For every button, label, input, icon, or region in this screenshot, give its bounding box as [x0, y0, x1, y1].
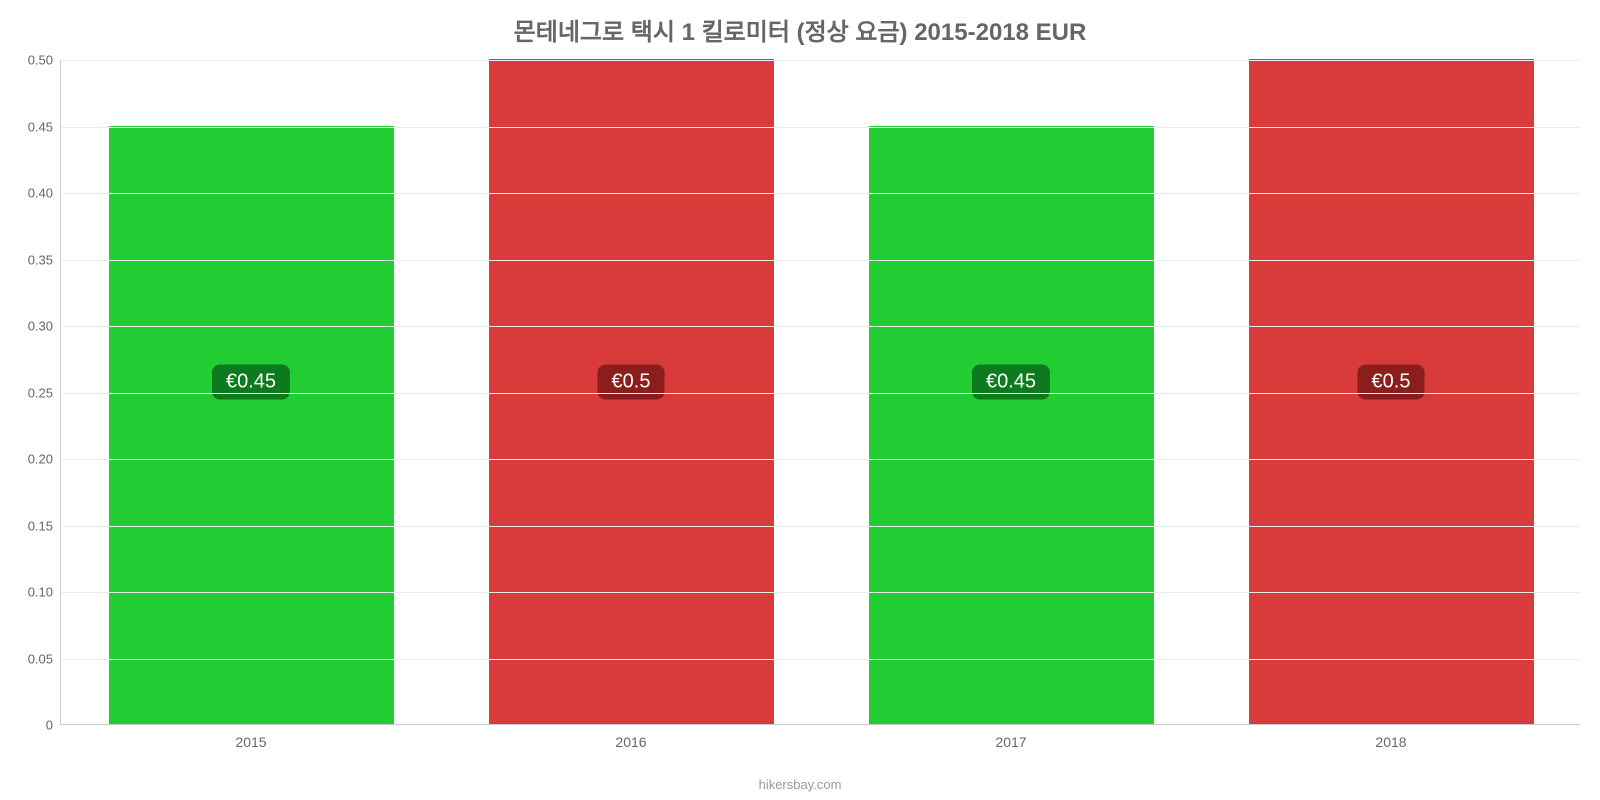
bar: €0.5: [1249, 59, 1534, 724]
bar-value-label: €0.5: [598, 364, 665, 399]
bar-value-label: €0.45: [972, 364, 1050, 399]
y-tick-label: 0.20: [28, 452, 53, 467]
grid-line: [61, 459, 1580, 460]
grid-line: [61, 393, 1580, 394]
grid-line: [61, 127, 1580, 128]
attribution: hikersbay.com: [0, 777, 1600, 792]
grid-line: [61, 592, 1580, 593]
y-tick-label: 0.05: [28, 651, 53, 666]
bar-chart: 몬테네그로 택시 1 킬로미터 (정상 요금) 2015-2018 EUR €0…: [0, 0, 1600, 800]
y-tick-label: 0.45: [28, 119, 53, 134]
grid-line: [61, 526, 1580, 527]
bar: €0.45: [109, 126, 394, 725]
grid-line: [61, 326, 1580, 327]
chart-title: 몬테네그로 택시 1 킬로미터 (정상 요금) 2015-2018 EUR: [0, 12, 1600, 47]
grid-line: [61, 193, 1580, 194]
bar-value-label: €0.45: [212, 364, 290, 399]
plot-area: €0.45€0.5€0.45€0.5 00.050.100.150.200.25…: [60, 60, 1580, 725]
x-tick-label: 2017: [995, 734, 1026, 750]
y-tick-label: 0.25: [28, 385, 53, 400]
grid-line: [61, 60, 1580, 61]
y-tick-label: 0.15: [28, 518, 53, 533]
bar: €0.45: [869, 126, 1154, 725]
x-tick-label: 2016: [615, 734, 646, 750]
y-tick-label: 0.10: [28, 585, 53, 600]
y-tick-label: 0.40: [28, 186, 53, 201]
grid-line: [61, 260, 1580, 261]
y-tick-label: 0.30: [28, 319, 53, 334]
y-tick-label: 0.35: [28, 252, 53, 267]
grid-line: [61, 659, 1580, 660]
bar-value-label: €0.5: [1358, 364, 1425, 399]
y-tick-label: 0.50: [28, 53, 53, 68]
y-tick-label: 0: [46, 718, 53, 733]
x-tick-label: 2018: [1375, 734, 1406, 750]
x-tick-label: 2015: [235, 734, 266, 750]
bar: €0.5: [489, 59, 774, 724]
